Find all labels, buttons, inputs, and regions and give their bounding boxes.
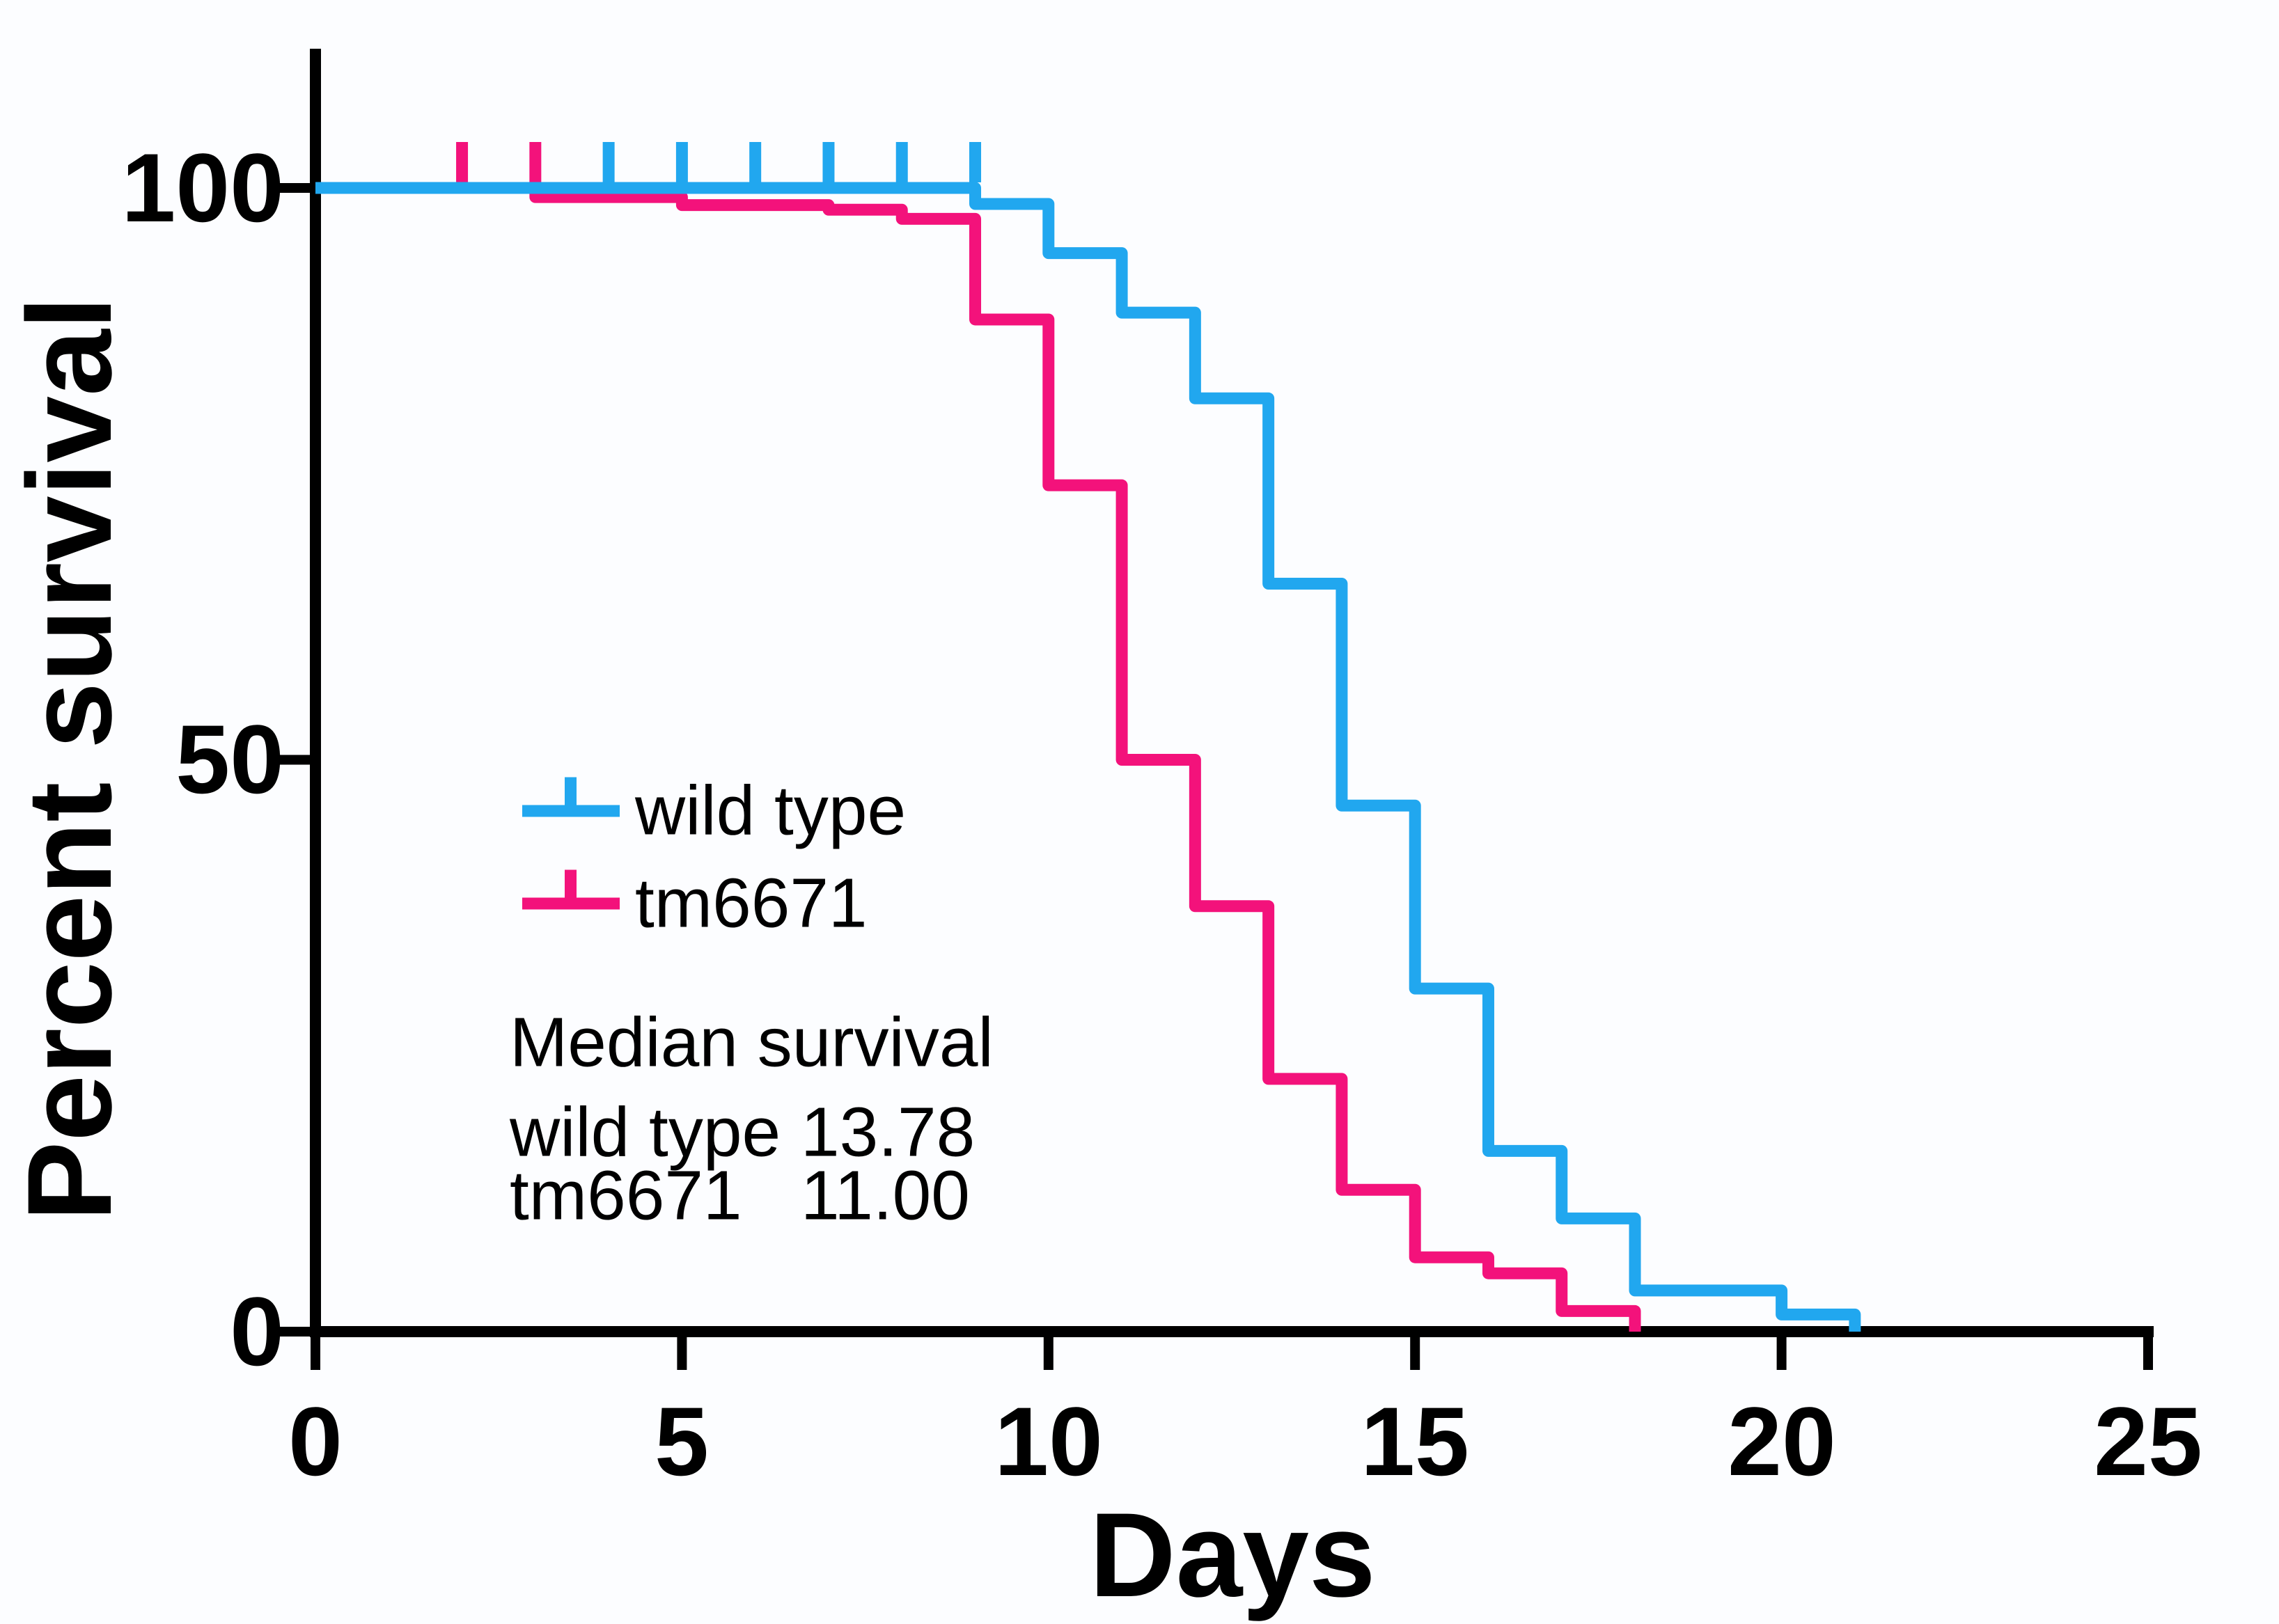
x-tick-label-20: 20 [1728, 1387, 1836, 1496]
median-survival-title: Median survival [510, 1003, 994, 1082]
tm6671-line-swatch-icon [522, 869, 620, 910]
censor-tick-icon [565, 777, 577, 816]
median-row-tm6671: tm6671 11.00 [510, 1156, 970, 1236]
median-row-label: wild type [510, 1093, 781, 1172]
x-tick-label-0: 0 [288, 1387, 343, 1496]
censor-tick-icon [565, 869, 577, 908]
median-row-value: 11.00 [801, 1156, 970, 1235]
x-tick-label-25: 25 [2094, 1387, 2202, 1496]
series-curve-tm6671 [315, 182, 1641, 1332]
y-tick-label-100: 100 [121, 133, 284, 242]
median-row-value: 13.78 [801, 1093, 976, 1172]
x-axis-title: Days [1089, 1488, 1376, 1622]
y-axis-title: Percent survival [3, 296, 136, 1222]
y-tick-label-50: 50 [175, 704, 284, 814]
series-curve-wild-type [315, 182, 1861, 1332]
y-tick-label-0: 0 [230, 1277, 284, 1386]
x-tick-label-15: 15 [1361, 1387, 1469, 1496]
x-tick-label-5: 5 [655, 1387, 709, 1496]
legend-label-tm6671: tm6671 [635, 864, 868, 943]
median-row-label: tm6671 [510, 1156, 742, 1235]
legend-label-wild-type: wild type [635, 771, 907, 850]
wild-type-line-swatch-icon [522, 777, 620, 817]
x-tick-label-10: 10 [994, 1387, 1103, 1496]
median-row-wild-type: wild type 13.78 [510, 1093, 975, 1173]
